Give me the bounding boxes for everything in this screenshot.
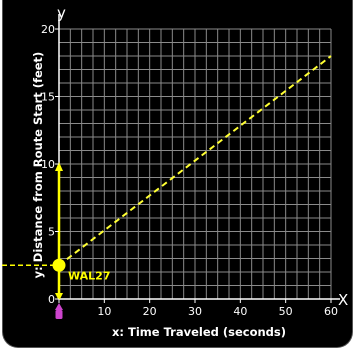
range-arrow-head-top [55, 162, 63, 171]
x-axis-label: x: Time Traveled (seconds) [112, 325, 286, 339]
y-tick-label: 0 [48, 293, 55, 306]
y-tick-label: 5 [48, 226, 55, 239]
y-tick-label: 20 [41, 23, 55, 36]
x-tick-label: 50 [279, 305, 293, 318]
origin-marker-body [55, 310, 63, 319]
marker-dot [52, 258, 66, 272]
y-axis-letter: y [57, 4, 66, 22]
x-tick-label: 60 [324, 305, 338, 318]
series-line [58, 55, 332, 267]
grid [58, 28, 332, 300]
x-tick-label: 30 [188, 305, 202, 318]
y-tick-label: 15 [41, 91, 55, 104]
y-axis-label: y: Distance from Route Start (feet) [31, 52, 45, 279]
series: WAL27 [2, 55, 332, 319]
x-tick-label: 20 [143, 305, 157, 318]
tick-labels: 10 20 30 40 50 60 0 5 10 15 20 [41, 23, 338, 318]
x-tick-label: 10 [97, 305, 111, 318]
y-tick-label: 10 [41, 158, 55, 171]
origin-marker-head [55, 303, 63, 310]
x-axis-letter: X [338, 291, 348, 309]
x-tick-label: 40 [233, 305, 247, 318]
range-arrow-head-bottom [55, 293, 63, 301]
marker-label: WAL27 [68, 269, 110, 282]
axes [58, 14, 340, 300]
